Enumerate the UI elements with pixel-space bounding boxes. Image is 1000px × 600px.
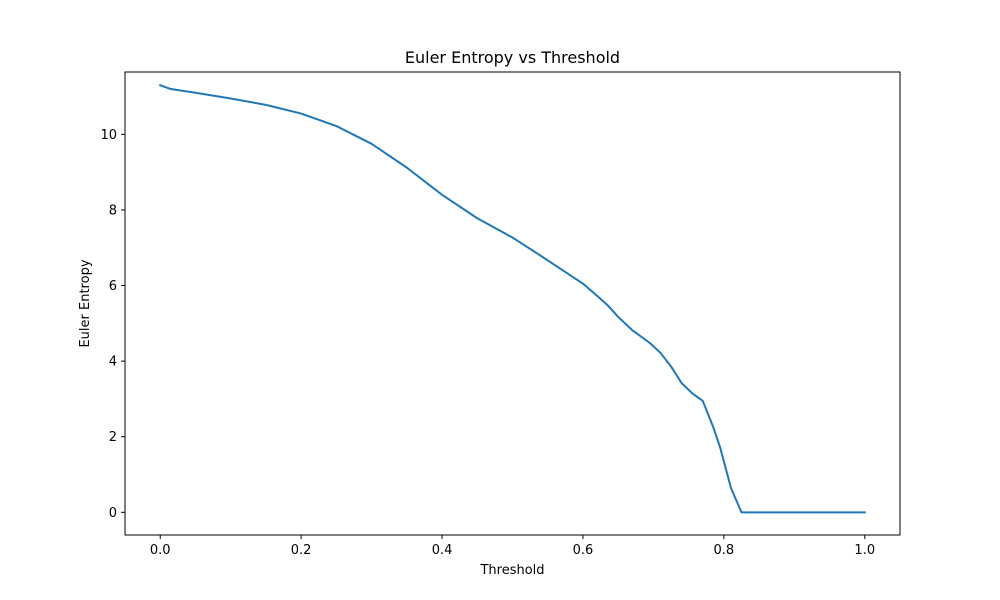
x-axis-label: Threshold (479, 563, 544, 578)
x-tick-label: 0.0 (150, 543, 171, 558)
series-line-0 (158, 83, 866, 514)
x-tick-label: 1.0 (854, 543, 875, 558)
y-tick-label: 6 (109, 279, 117, 294)
y-tick-label: 4 (109, 355, 117, 370)
plot-area (158, 83, 866, 514)
x-tick-label: 0.8 (714, 543, 735, 558)
x-tick-label: 0.2 (291, 543, 312, 558)
chart-title: Euler Entropy vs Threshold (405, 48, 620, 67)
y-tick-label: 0 (109, 506, 117, 521)
x-tick-label: 0.4 (432, 543, 453, 558)
axes-frame (124, 71, 901, 536)
y-axis: 0 2 4 6 8 10 (100, 128, 125, 521)
y-tick-label: 2 (109, 430, 117, 445)
y-tick-label: 8 (109, 203, 117, 218)
y-tick-label: 10 (100, 128, 117, 143)
y-axis-label: Euler Entropy (78, 259, 93, 347)
x-axis: 0.0 0.2 0.4 0.6 0.8 1.0 (150, 535, 875, 558)
x-tick-label: 0.6 (573, 543, 594, 558)
